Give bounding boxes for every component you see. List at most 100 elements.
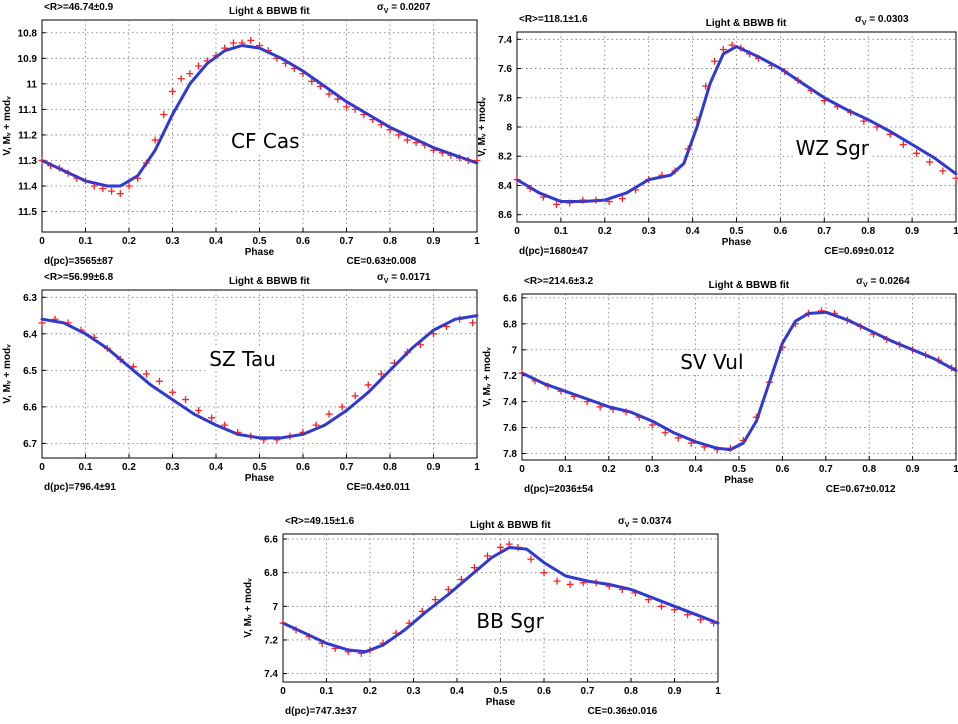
observation-points bbox=[38, 315, 477, 444]
sigma-value: = 0.0374 bbox=[629, 516, 672, 527]
x-axis-label: Phase bbox=[722, 237, 752, 248]
x-tick-label: 0.1 bbox=[558, 464, 572, 475]
x-tick-label: 0.7 bbox=[819, 464, 833, 475]
light-curve-plot: 0 0.1 0.2 0.3 0.4 0.5 0.6 0.7 0.8 0.9 1 6.6 6.8 7 7.2 7… bbox=[482, 293, 958, 486]
sigma-symbol: σ bbox=[855, 14, 862, 25]
star-name: SV Vul bbox=[678, 349, 746, 374]
footer-ce: CE=0.36±0.016 bbox=[587, 706, 658, 717]
x-tick-label: 0.6 bbox=[775, 464, 789, 475]
y-axis-label: V, Mᵥ + modᵥ bbox=[2, 96, 13, 156]
fit-curve-overlay bbox=[41, 314, 478, 440]
observation-point bbox=[952, 174, 958, 182]
panel-sv-vul: 0 0.1 0.2 0.3 0.4 0.5 0.6 0.7 0.8 0.9 1 6.6 6.8 7 7.2 7… bbox=[479, 262, 958, 504]
star-name: SZ Tau bbox=[207, 346, 278, 371]
sigma-label: σV = 0.0171 bbox=[377, 272, 431, 285]
observation-point bbox=[403, 136, 411, 144]
x-tick-label: 0.4 bbox=[209, 236, 223, 247]
observation-point bbox=[469, 319, 477, 327]
observation-point bbox=[926, 158, 934, 166]
y-tick-label: 6.6 bbox=[23, 402, 37, 413]
footer-distance: d(pc)=2036±54 bbox=[524, 484, 594, 495]
y-tick-label: 6.6 bbox=[503, 293, 517, 304]
x-tick-label: 0.1 bbox=[79, 462, 93, 473]
x-tick-label: 0.4 bbox=[686, 226, 700, 237]
radius-label: <R>=56.99±6.8 bbox=[44, 272, 114, 283]
footer-distance: d(pc)=796.4±91 bbox=[44, 482, 116, 493]
observation-point bbox=[618, 195, 626, 203]
observation-point bbox=[169, 388, 176, 396]
sigma-value: = 0.0264 bbox=[867, 276, 910, 287]
sigma-label: σV = 0.0374 bbox=[618, 516, 672, 529]
footer-ce: CE=0.63±0.008 bbox=[346, 256, 417, 267]
star-name: WZ Sgr bbox=[793, 135, 872, 160]
observation-point bbox=[177, 75, 185, 83]
chart-title: Light & BBWB fit bbox=[229, 276, 310, 287]
sigma-subscript: V bbox=[861, 20, 867, 27]
x-tick-label: 0.2 bbox=[122, 236, 136, 247]
observation-point bbox=[169, 88, 176, 96]
footer-distance: d(pc)=747.3±37 bbox=[285, 706, 357, 717]
observation-point bbox=[325, 410, 333, 418]
x-tick-label: 1 bbox=[474, 236, 480, 247]
y-tick-label: 8.2 bbox=[498, 152, 512, 163]
y-tick-label: 7.6 bbox=[503, 423, 517, 434]
observation-point bbox=[648, 421, 656, 429]
x-tick-label: 0.9 bbox=[427, 462, 441, 473]
observation-point bbox=[125, 182, 133, 190]
observation-point bbox=[470, 564, 478, 572]
x-axis-label: Phase bbox=[724, 475, 754, 486]
x-tick-label: 0.5 bbox=[494, 686, 508, 697]
y-tick-label: 6.8 bbox=[503, 319, 517, 330]
y-tick-label: 6.3 bbox=[23, 293, 37, 304]
panel-sz-tau: 0 0.1 0.2 0.3 0.4 0.5 0.6 0.7 0.8 0.9 1 6.3 6.4 6.5 6.… bbox=[0, 262, 480, 504]
y-tick-label: 11.3 bbox=[18, 156, 37, 167]
x-tick-label: 0.4 bbox=[450, 686, 464, 697]
sigma-subscript: V bbox=[383, 278, 389, 285]
observation-point bbox=[483, 552, 491, 560]
x-tick-label: 0.9 bbox=[668, 686, 682, 697]
x-axis-label: Phase bbox=[245, 247, 275, 258]
y-tick-label: 6.7 bbox=[23, 439, 37, 450]
y-tick-label: 11 bbox=[26, 79, 37, 90]
x-tick-label: 0 bbox=[280, 686, 286, 697]
x-tick-label: 0.2 bbox=[602, 464, 616, 475]
y-tick-label: 7.6 bbox=[498, 64, 512, 75]
radius-label: <R>=46.74±0.9 bbox=[44, 2, 114, 13]
y-tick-label: 6.8 bbox=[264, 568, 278, 579]
sigma-value: = 0.0303 bbox=[866, 14, 909, 25]
observation-point bbox=[657, 602, 665, 610]
y-tick-label: 7.8 bbox=[498, 93, 512, 104]
sigma-value: = 0.0171 bbox=[388, 272, 431, 283]
observation-point bbox=[195, 62, 203, 70]
x-tick-label: 0 bbox=[519, 464, 525, 475]
radius-label: <R>=118.1±1.6 bbox=[519, 14, 588, 25]
x-tick-label: 0.1 bbox=[79, 236, 93, 247]
y-tick-label: 10.8 bbox=[18, 28, 38, 39]
x-tick-label: 0.5 bbox=[253, 462, 267, 473]
x-tick-label: 0.3 bbox=[166, 236, 180, 247]
x-tick-label: 1 bbox=[474, 462, 480, 473]
observation-point bbox=[939, 167, 947, 175]
sigma-subscript: V bbox=[383, 8, 389, 15]
sigma-subscript: V bbox=[863, 282, 868, 289]
y-axis-label: V, Mᵥ + modᵥ bbox=[2, 344, 13, 404]
footer-distance: d(pc)=1680±47 bbox=[519, 246, 589, 257]
x-tick-label: 0.7 bbox=[340, 462, 354, 473]
x-tick-label: 0.9 bbox=[905, 226, 919, 237]
observation-point bbox=[186, 70, 194, 78]
y-tick-label: 7.2 bbox=[503, 371, 517, 382]
chart-title: Light & BBWB fit bbox=[470, 520, 551, 531]
sigma-symbol: σ bbox=[856, 276, 864, 287]
sigma-label: σV = 0.0303 bbox=[855, 14, 909, 27]
observation-point bbox=[229, 39, 237, 47]
x-tick-label: 0.5 bbox=[732, 464, 746, 475]
observation-point bbox=[661, 429, 669, 437]
x-tick-label: 1 bbox=[715, 686, 721, 697]
sigma-symbol: σ bbox=[376, 272, 384, 283]
observation-point bbox=[728, 41, 736, 49]
y-tick-label: 7.8 bbox=[503, 449, 517, 460]
observation-point bbox=[719, 46, 727, 54]
y-axis-label: V, Mᵥ + modᵥ bbox=[482, 347, 493, 407]
footer-ce: CE=0.69±0.012 bbox=[824, 246, 895, 257]
observation-point bbox=[912, 149, 920, 157]
